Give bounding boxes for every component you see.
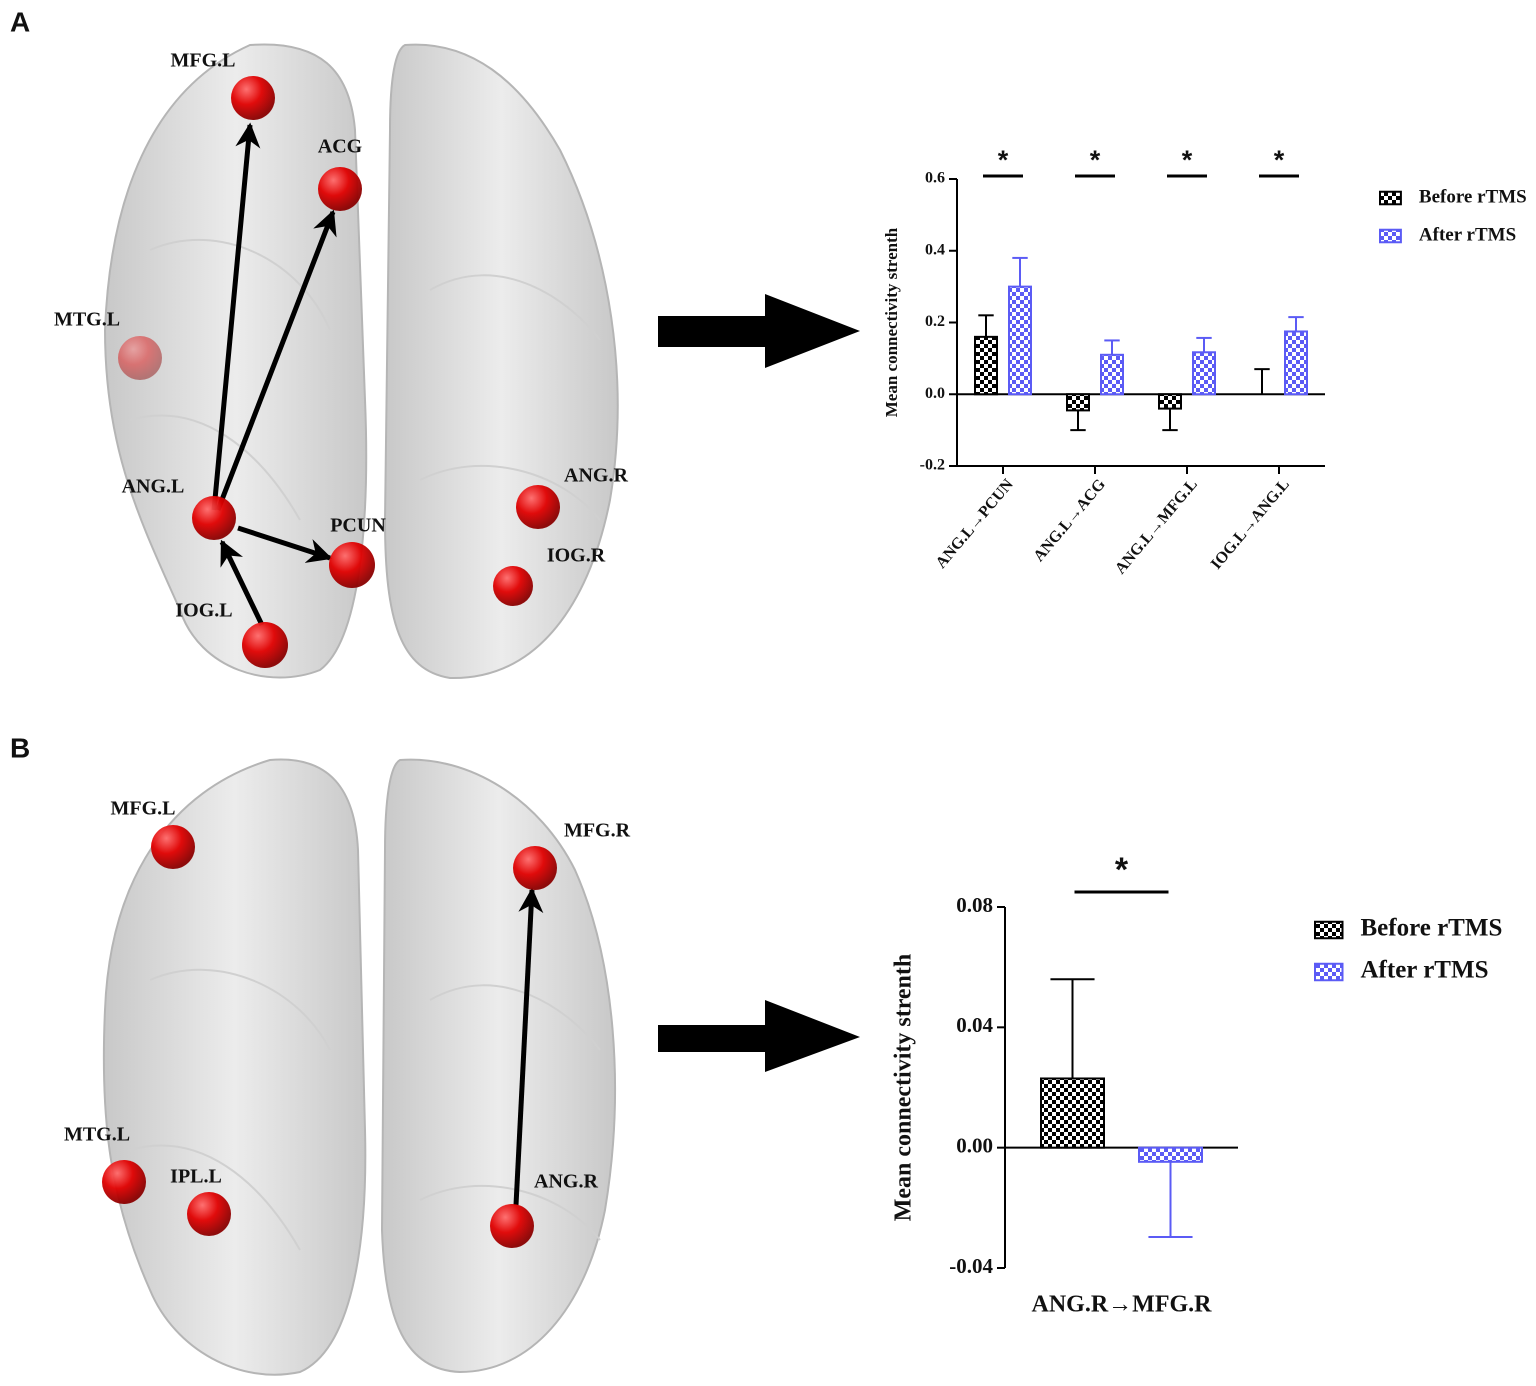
node-label: PCUN — [330, 515, 386, 537]
brain-a — [103, 43, 619, 680]
legend-swatch — [1314, 962, 1344, 982]
brain-node — [192, 496, 236, 540]
error-bar — [978, 314, 994, 337]
x-tick-label: ANG.L→PCUN — [933, 476, 1017, 572]
y-axis-label: Mean connectivity strenth — [891, 954, 917, 1222]
x-tick-label: ANG.R→MFG.R — [1032, 1292, 1213, 1318]
node-label: ACG — [318, 136, 363, 158]
legend-label: Before rTMS — [1361, 915, 1503, 942]
brain-node — [187, 1192, 231, 1236]
panel-label: B — [10, 732, 30, 763]
y-tick-label: 0.6 — [925, 170, 945, 187]
brain-node — [490, 1204, 534, 1248]
y-tick-label: 0.2 — [925, 313, 945, 330]
node-label: IPL.L — [170, 1166, 222, 1188]
y-axis-label: Mean connectivity strenth — [882, 227, 901, 417]
brain-node — [231, 76, 275, 120]
error-bar — [1196, 336, 1212, 353]
node-label: MTG.L — [54, 309, 120, 331]
y-tick-label: 0.08 — [956, 893, 993, 917]
brain-node — [513, 846, 557, 890]
legend-swatch — [1379, 228, 1402, 244]
bar — [1284, 330, 1308, 396]
y-tick-label: 0.04 — [956, 1013, 993, 1037]
connection-arrows — [211, 122, 544, 1206]
brain-node — [318, 167, 362, 211]
error-bar — [1012, 256, 1028, 287]
bar — [1138, 1146, 1203, 1163]
legend-label: Before rTMS — [1419, 186, 1527, 207]
significance-star: * — [998, 145, 1009, 175]
error-bar — [1162, 408, 1178, 432]
brain-node — [151, 825, 195, 869]
significance-star: * — [1182, 145, 1193, 175]
node-label: MFG.R — [564, 820, 631, 842]
legend-label: After rTMS — [1419, 224, 1516, 245]
node-label: ANG.L — [122, 476, 185, 498]
bar — [1040, 1077, 1105, 1149]
node-label: ANG.R — [564, 465, 628, 487]
bar — [1158, 393, 1182, 410]
node-label: ANG.R — [534, 1171, 598, 1193]
y-tick-label: 0.0 — [925, 385, 945, 402]
node-label: IOG.R — [547, 545, 606, 567]
bar — [1100, 353, 1124, 396]
legend-swatch — [1314, 920, 1344, 940]
bar — [1192, 351, 1216, 396]
node-label: MTG.L — [64, 1124, 130, 1146]
flow-arrows — [658, 294, 860, 1072]
x-tick-label: ANG.L→ACG — [1030, 476, 1109, 565]
node-label: MFG.L — [171, 50, 236, 72]
panel-label: A — [10, 6, 30, 37]
brain-node — [329, 542, 375, 588]
significance-star: * — [1090, 145, 1101, 175]
error-bar — [1148, 1161, 1193, 1239]
error-bar — [1104, 339, 1120, 355]
brain-node — [493, 566, 533, 606]
legend-label: After rTMS — [1361, 957, 1489, 984]
bar — [1066, 393, 1090, 412]
brain-node — [242, 622, 288, 668]
x-tick-label: IOG.L→ANG.L — [1208, 476, 1293, 573]
bar — [1008, 285, 1032, 396]
brain-node — [118, 336, 162, 380]
y-tick-label: -0.2 — [920, 457, 945, 474]
brain-b — [102, 758, 616, 1376]
y-tick-label: -0.04 — [949, 1254, 993, 1278]
brain-node — [102, 1160, 146, 1204]
y-tick-label: 0.4 — [925, 241, 945, 258]
node-label: MFG.L — [111, 798, 176, 820]
error-bar — [1070, 410, 1086, 432]
node-label: IOG.L — [175, 600, 232, 622]
significance-star: * — [1115, 851, 1129, 889]
error-bar — [1050, 978, 1095, 1079]
error-bar — [1254, 368, 1270, 395]
brain-node — [516, 485, 560, 529]
x-tick-label: ANG.L→MFG.L — [1112, 476, 1201, 577]
significance-star: * — [1274, 145, 1285, 175]
legend-swatch — [1379, 190, 1402, 206]
y-tick-label: 0.00 — [956, 1133, 993, 1157]
error-bar — [1288, 316, 1304, 332]
bar — [974, 335, 998, 396]
